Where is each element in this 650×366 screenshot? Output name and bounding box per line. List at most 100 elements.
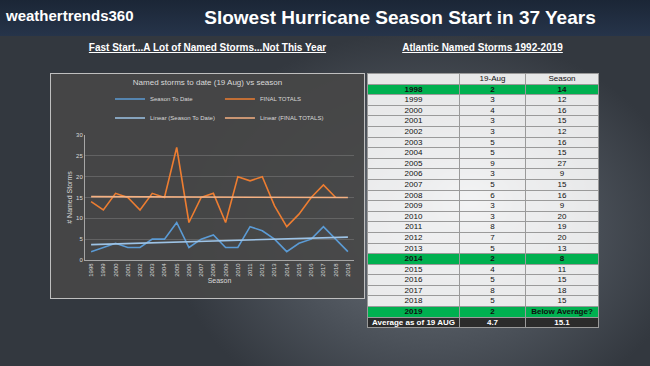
svg-text:Season To Date: Season To Date bbox=[150, 96, 193, 102]
html-text:2018: 2018 bbox=[404, 296, 423, 306]
svg-text:2017: 2017 bbox=[320, 263, 326, 277]
svg-text:0: 0 bbox=[79, 257, 83, 263]
html-text:3: 3 bbox=[490, 169, 495, 179]
html-text:Atlantic Named Storms 1992-201: Atlantic Named Storms 1992-2019 bbox=[402, 42, 563, 53]
svg-text:2005: 2005 bbox=[174, 263, 180, 277]
html-text:14: 14 bbox=[557, 84, 567, 94]
html-text:8: 8 bbox=[559, 254, 565, 264]
svg-text:2013: 2013 bbox=[271, 263, 277, 277]
html-text:13: 13 bbox=[557, 243, 567, 253]
html-text:16: 16 bbox=[557, 190, 567, 200]
svg-text:15: 15 bbox=[76, 195, 83, 201]
html-text:19-Aug: 19-Aug bbox=[479, 74, 506, 83]
html-text:2: 2 bbox=[490, 84, 495, 94]
html-text:2015: 2015 bbox=[404, 264, 423, 274]
svg-text:25: 25 bbox=[76, 153, 83, 159]
html-text:15.1: 15.1 bbox=[554, 317, 570, 327]
svg-text:2010: 2010 bbox=[235, 263, 241, 277]
svg-text:Named storms to date (19 Aug): Named storms to date (19 Aug) vs season bbox=[133, 78, 282, 87]
svg-text:2011: 2011 bbox=[247, 263, 253, 277]
svg-text:2007: 2007 bbox=[198, 263, 204, 277]
svg-text:2009: 2009 bbox=[223, 263, 229, 277]
html-text:15: 15 bbox=[557, 148, 567, 158]
html-text:2004: 2004 bbox=[404, 148, 423, 158]
html-text:2009: 2009 bbox=[404, 201, 423, 211]
html-text:2002: 2002 bbox=[404, 127, 423, 136]
svg-text:2016: 2016 bbox=[308, 263, 314, 277]
html-text:20: 20 bbox=[557, 211, 567, 221]
html-text:18: 18 bbox=[557, 285, 567, 295]
svg-text:2015: 2015 bbox=[296, 263, 302, 277]
svg-text:Linear (FINAL TOTALS): Linear (FINAL TOTALS) bbox=[260, 115, 323, 121]
svg-text:Linear (Season To Date): Linear (Season To Date) bbox=[150, 115, 215, 121]
html-text:Fast Start...A Lot of Named St: Fast Start...A Lot of Named Storms...Not… bbox=[88, 42, 327, 53]
html-text:27: 27 bbox=[557, 158, 567, 168]
svg-text:2004: 2004 bbox=[161, 263, 167, 277]
html-text:Below Average?: Below Average? bbox=[531, 307, 593, 317]
svg-text:2019: 2019 bbox=[345, 263, 351, 277]
html-text:6: 6 bbox=[490, 190, 495, 200]
html-text:Slowest Hurricane Season Start: Slowest Hurricane Season Start in 37 Yea… bbox=[204, 7, 596, 28]
html-text:3: 3 bbox=[490, 116, 495, 126]
html-text:20: 20 bbox=[557, 232, 567, 242]
html-text:1999: 1999 bbox=[404, 95, 423, 105]
html-text:2003: 2003 bbox=[404, 137, 423, 147]
svg-text:1998: 1998 bbox=[88, 263, 94, 277]
svg-text:5: 5 bbox=[79, 236, 83, 242]
html-text:Season: Season bbox=[548, 74, 576, 83]
svg-text:30: 30 bbox=[76, 132, 83, 138]
html-text:2014: 2014 bbox=[404, 254, 423, 264]
html-text:4.7: 4.7 bbox=[486, 317, 499, 327]
svg-text:1999: 1999 bbox=[100, 263, 106, 277]
html-text:11: 11 bbox=[557, 264, 567, 274]
svg-text:FINAL TOTALS: FINAL TOTALS bbox=[260, 96, 301, 102]
svg-text:2001: 2001 bbox=[125, 263, 131, 277]
svg-text:# Named Storms: # Named Storms bbox=[66, 171, 73, 224]
html-text:5: 5 bbox=[490, 137, 495, 147]
html-text:15: 15 bbox=[557, 116, 567, 126]
html-text:3: 3 bbox=[490, 127, 495, 136]
html-text:2007: 2007 bbox=[404, 179, 423, 189]
html-text:15: 15 bbox=[557, 275, 567, 285]
html-text:2005: 2005 bbox=[404, 158, 423, 168]
html-text:19: 19 bbox=[557, 222, 567, 232]
svg-text:2006: 2006 bbox=[186, 263, 192, 277]
html-text:9: 9 bbox=[559, 169, 565, 179]
svg-text:2012: 2012 bbox=[259, 263, 265, 277]
html-text:2013: 2013 bbox=[404, 243, 423, 253]
svg-text:2008: 2008 bbox=[210, 263, 216, 277]
html-text:12: 12 bbox=[557, 95, 567, 105]
html-text:2010: 2010 bbox=[404, 211, 423, 221]
svg-text:10: 10 bbox=[76, 215, 83, 221]
html-text:2011: 2011 bbox=[404, 222, 423, 232]
svg-text:2014: 2014 bbox=[284, 263, 290, 277]
html-text:Average as of 19 AUG: Average as of 19 AUG bbox=[372, 317, 455, 327]
html-text:2016: 2016 bbox=[404, 275, 423, 285]
svg-text:20: 20 bbox=[76, 174, 83, 180]
html-text:5: 5 bbox=[490, 179, 495, 189]
html-text:2012: 2012 bbox=[404, 232, 423, 242]
html-text:weathertrends360: weathertrends360 bbox=[6, 7, 134, 24]
html-text:16: 16 bbox=[557, 137, 567, 147]
html-text:12: 12 bbox=[557, 127, 567, 136]
html-text:2000: 2000 bbox=[404, 105, 423, 115]
html-text:4: 4 bbox=[490, 105, 495, 115]
html-text:2017: 2017 bbox=[404, 285, 423, 295]
svg-text:Season: Season bbox=[208, 277, 232, 284]
html-text:2008: 2008 bbox=[404, 190, 423, 200]
html-text:9: 9 bbox=[559, 201, 565, 211]
html-text:1998: 1998 bbox=[404, 84, 423, 94]
svg-text:2018: 2018 bbox=[333, 263, 339, 277]
html-text:16: 16 bbox=[557, 105, 567, 115]
html-text:2001: 2001 bbox=[404, 116, 423, 126]
html-text:15: 15 bbox=[557, 179, 567, 189]
html-text:15: 15 bbox=[557, 296, 567, 306]
html-text:2019: 2019 bbox=[404, 307, 423, 317]
svg-text:2003: 2003 bbox=[149, 263, 155, 277]
svg-text:2002: 2002 bbox=[137, 263, 143, 277]
svg-text:2000: 2000 bbox=[113, 263, 119, 277]
html-text:5: 5 bbox=[490, 148, 495, 158]
html-text:3: 3 bbox=[490, 95, 495, 105]
html-text:9: 9 bbox=[490, 158, 495, 168]
html-text:2006: 2006 bbox=[404, 169, 423, 179]
